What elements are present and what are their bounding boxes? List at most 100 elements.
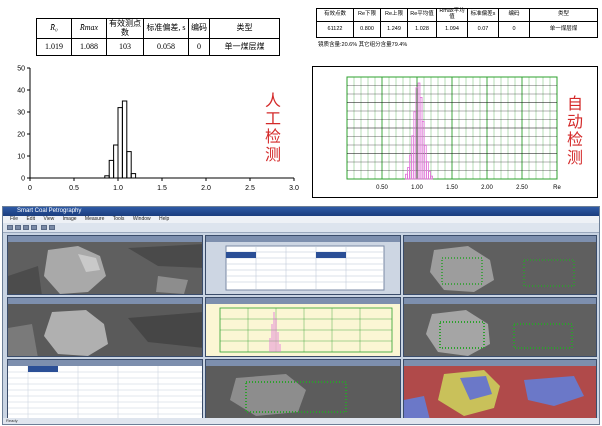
- x-tick-label: Re: [553, 185, 561, 191]
- auto-label: 自动检测: [566, 96, 583, 167]
- auto-value-code: 0: [498, 21, 530, 38]
- auto-header-stddev: 标准偏差s: [467, 8, 499, 22]
- x-tick-label: 2.0: [201, 185, 211, 192]
- micrograph-pane-5[interactable]: [205, 359, 401, 419]
- auto-bars: [405, 82, 433, 180]
- auto-value-re-avg: 1.028: [407, 21, 437, 38]
- app-titlebar: Smart Coal Petrography: [3, 207, 599, 216]
- menu-file[interactable]: File: [10, 216, 19, 222]
- header-type: 类型: [209, 18, 280, 39]
- menu-view[interactable]: View: [43, 216, 55, 222]
- open-icon[interactable]: [7, 225, 13, 230]
- x-tick-label: 1.0: [113, 185, 123, 192]
- micrograph-pane-4[interactable]: [403, 297, 597, 357]
- menu-edit[interactable]: Edit: [26, 216, 36, 222]
- auto-value-stddev: 0.07: [467, 21, 499, 38]
- auto-result-table: 有效点数 Re下限 Re上限 Re平均值 Rmax平均值 标准偏差s 编码 类型…: [316, 8, 598, 38]
- micrograph-image: [8, 242, 202, 294]
- pane-header: [206, 236, 400, 242]
- results-list: [8, 366, 202, 418]
- y-tick-label: 40: [17, 88, 25, 95]
- x-tick-label: 0: [28, 185, 32, 192]
- auto-value-re-low: 0.800: [353, 21, 381, 38]
- value-points: 103: [106, 38, 144, 56]
- value-type: 单一煤层煤: [209, 38, 280, 56]
- auto-header-re-avg: Re平均值: [407, 8, 437, 22]
- auto-value-re-high: 1.249: [380, 21, 408, 38]
- value-r0: 1.019: [36, 38, 72, 56]
- value-stddev: 0.058: [143, 38, 189, 56]
- value-code: 0: [188, 38, 210, 56]
- auto-value-points: 61122: [316, 21, 354, 38]
- menu-help[interactable]: Help: [159, 216, 170, 222]
- auto-axes: 0.50 1.00 1.50 2.00 2.50 Re: [376, 185, 561, 191]
- x-tick-label: 1.50: [446, 185, 458, 191]
- micrograph-image: [8, 304, 202, 356]
- pane-header: [404, 298, 596, 304]
- y-tick-label: 0: [21, 176, 25, 183]
- bar: [426, 161, 429, 180]
- bar: [108, 159, 115, 179]
- x-tick-label: 2.00: [481, 185, 493, 191]
- menu-measure[interactable]: Measure: [84, 216, 105, 222]
- bar: [113, 144, 119, 179]
- pane-header: [206, 360, 400, 366]
- x-tick-label: 3.0: [289, 185, 299, 192]
- auto-grid: [346, 76, 558, 180]
- bar: [428, 170, 431, 180]
- bar: [130, 173, 137, 179]
- y-tick-label: 10: [17, 154, 25, 161]
- auto-value-type: 单一煤层煤: [529, 21, 598, 38]
- menu-tools[interactable]: Tools: [112, 216, 125, 222]
- data-grid-pane[interactable]: [205, 235, 401, 295]
- header-points: 有效测点数: [106, 18, 144, 39]
- manual-result-table: R̄₀ R̄max 有效测点数 标准偏差, s 编码 类型 1.019 1.08…: [36, 18, 280, 56]
- auto-header-re-low: Re下限: [353, 8, 381, 22]
- micrograph-pane-2[interactable]: [403, 235, 597, 295]
- x-tick-label: 1.5: [157, 185, 167, 192]
- pane-header: [404, 236, 596, 242]
- micrograph-image: [404, 304, 596, 356]
- micrograph-pane-1[interactable]: [7, 235, 203, 295]
- zoom-in-icon[interactable]: [23, 225, 29, 230]
- save-icon[interactable]: [15, 225, 21, 230]
- manual-bars: [104, 100, 137, 179]
- y-tick-label: 20: [17, 132, 25, 139]
- grid-icon[interactable]: [49, 225, 55, 230]
- auto-value-rmax-avg: 1.094: [436, 21, 468, 38]
- bar: [430, 175, 433, 180]
- auto-header-type: 类型: [529, 8, 598, 22]
- menu-window[interactable]: Window: [132, 216, 151, 222]
- manual-histogram: 0 0.5 1.0 1.5 2.0 2.5 3.0 0 10 20 30 40 50: [17, 66, 299, 193]
- app-toolbar: [3, 223, 599, 233]
- micrograph-image: [404, 242, 596, 294]
- classification-map: [404, 366, 596, 418]
- auto-chart-frame: 0.50 1.00 1.50 2.00 2.50 Re: [312, 66, 598, 198]
- mini-histogram: [219, 307, 393, 353]
- header-r0: R̄₀: [36, 18, 72, 39]
- pane-header: [8, 360, 202, 366]
- bar: [121, 100, 128, 179]
- x-tick-label: 0.5: [69, 185, 79, 192]
- pane-header: [206, 298, 400, 304]
- app-window: Smart Coal Petrography File Edit View Im…: [2, 206, 600, 425]
- y-tick-label: 30: [17, 110, 25, 117]
- header-code: 编码: [188, 18, 210, 39]
- auto-header-code: 编码: [498, 8, 530, 22]
- bar: [117, 107, 123, 179]
- menu-image[interactable]: Image: [62, 216, 77, 222]
- histogram-pane[interactable]: [205, 297, 401, 357]
- auto-header-rmax-avg: Rmax平均值: [436, 8, 468, 22]
- zoom-out-icon[interactable]: [31, 225, 37, 230]
- measure-icon[interactable]: [41, 225, 47, 230]
- micrograph-pane-3[interactable]: [7, 297, 203, 357]
- y-tick-label: 50: [17, 66, 25, 73]
- results-list-pane[interactable]: [7, 359, 203, 419]
- auto-header-points: 有效点数: [316, 8, 354, 22]
- header-stddev: 标准偏差, s: [143, 18, 189, 39]
- app-menubar: File Edit View Image Measure Tools Windo…: [3, 216, 599, 223]
- classification-pane[interactable]: [403, 359, 597, 419]
- auto-maceral-note: 镜质含量:20.6% 其它组分含量79.4%: [318, 42, 408, 48]
- bar: [104, 175, 110, 179]
- manual-axes: 0 0.5 1.0 1.5 2.0 2.5 3.0 0 10 20 30 40 50: [17, 66, 299, 193]
